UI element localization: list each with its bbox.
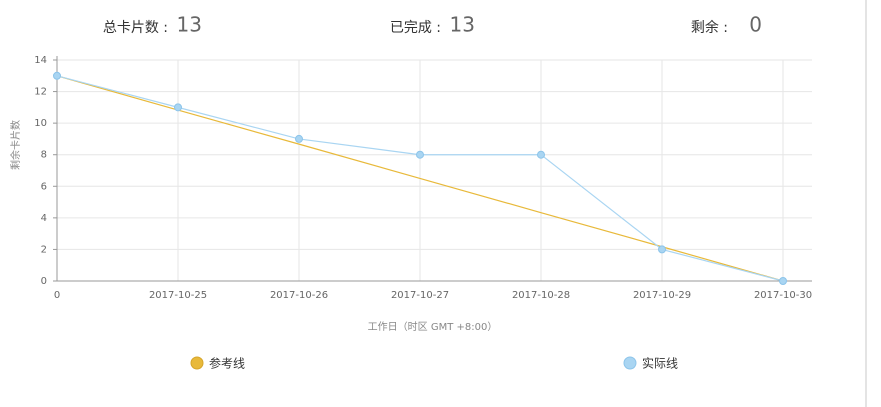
stat-value: 13 <box>177 13 202 37</box>
x-tick-label: 2017-10-28 <box>512 290 570 301</box>
x-tick-label: 2017-10-26 <box>270 290 328 301</box>
x-tick-label: 2017-10-29 <box>633 290 691 301</box>
legend-label: 参考线 <box>209 356 245 371</box>
y-tick-label: 6 <box>41 181 47 192</box>
stat-value: 0 <box>749 13 762 37</box>
y-tick-label: 10 <box>34 118 47 129</box>
x-axis-title: 工作日（时区 GMT +8:00） <box>368 321 498 333</box>
y-tick-label: 12 <box>34 87 47 98</box>
y-axis-title: 剩余卡片数 <box>9 120 22 170</box>
x-tick-label: 2017-10-25 <box>149 290 207 301</box>
stat-value: 13 <box>450 13 475 37</box>
legend-marker <box>623 356 637 370</box>
data-point <box>295 134 303 143</box>
x-tick-label: 0 <box>54 290 60 301</box>
stat-label: 总卡片数 : <box>103 20 168 36</box>
y-tick-label: 4 <box>41 213 47 224</box>
y-tick-label: 8 <box>41 150 47 161</box>
legend-label: 实际线 <box>642 356 678 371</box>
legend-marker <box>190 356 204 370</box>
y-tick-label: 2 <box>41 244 47 255</box>
stat-label: 剩余 : <box>691 19 728 36</box>
data-point <box>658 245 666 254</box>
y-tick-label: 0 <box>41 276 47 287</box>
y-tick-label: 14 <box>34 55 47 66</box>
data-point <box>416 150 424 159</box>
data-point <box>53 71 61 80</box>
data-point <box>537 150 545 159</box>
data-point <box>779 277 787 285</box>
data-point <box>174 103 182 112</box>
x-tick-label: 2017-10-27 <box>391 290 449 301</box>
stat-label: 已完成 : <box>390 20 441 36</box>
x-tick-label: 2017-10-30 <box>754 290 812 301</box>
